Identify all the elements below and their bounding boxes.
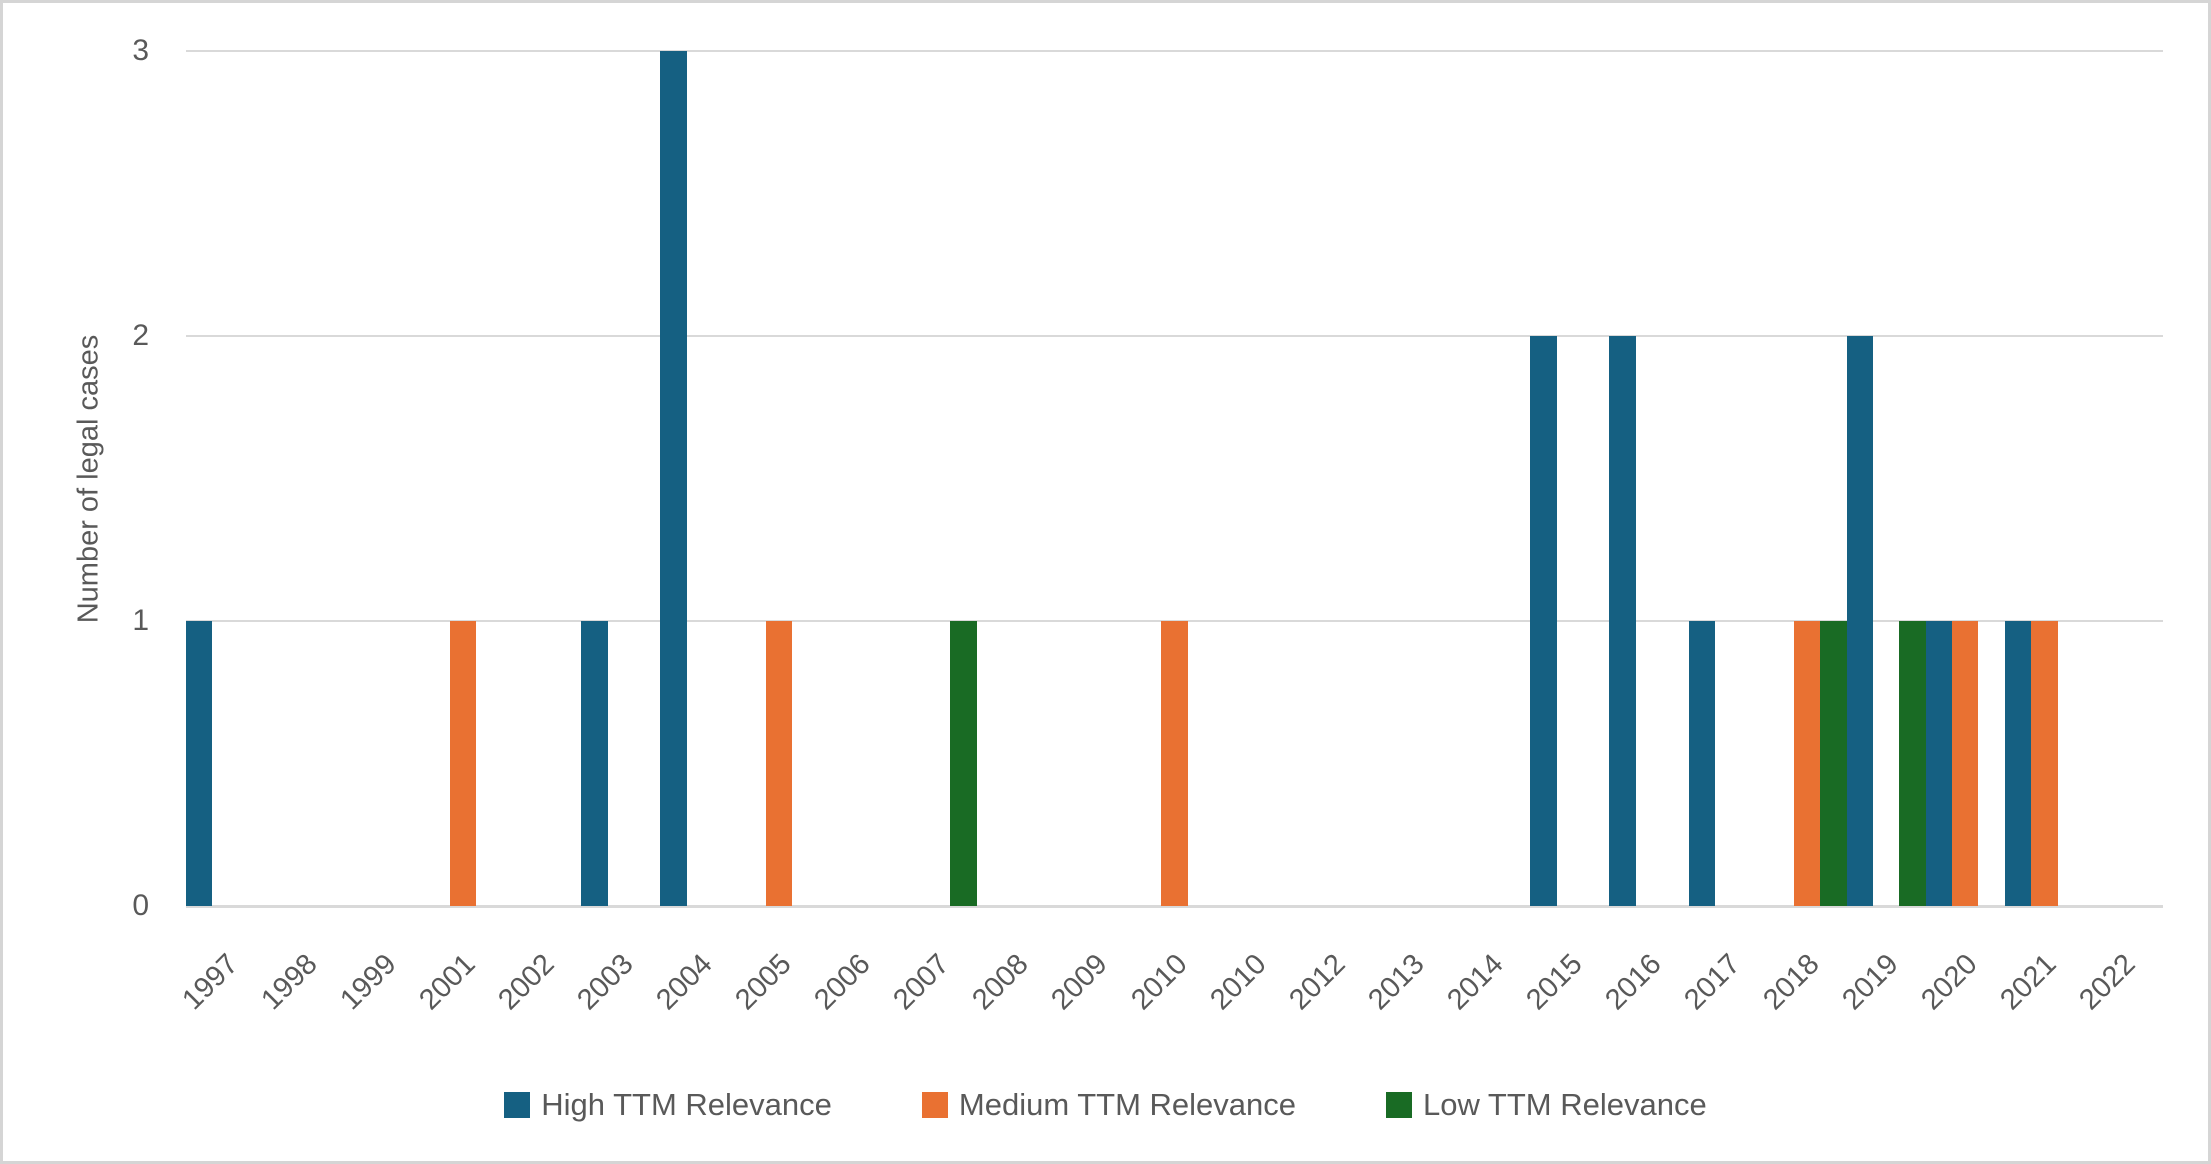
bar-2018-medium-ttm-relevance — [1793, 621, 1821, 906]
bar-2016-high-ttm-relevance — [1609, 336, 1636, 906]
bar-2003-high-ttm-relevance — [581, 621, 608, 906]
bar-2010-medium-ttm-relevance — [1161, 621, 1188, 906]
legend: High TTM Relevance Medium TTM Relevance Lo… — [3, 1075, 2208, 1135]
bar-1997-high-ttm-relevance — [186, 621, 213, 906]
legend-swatch-icon — [1386, 1092, 1412, 1118]
bar-2018-low-ttm-relevance — [1820, 621, 1847, 906]
legend-item-medium-ttm-relevance: Medium TTM Relevance — [921, 1087, 1296, 1123]
legend-swatch-icon — [921, 1092, 948, 1118]
bar-2021-high-ttm-relevance — [2004, 621, 2032, 906]
y-tick-label: 2 — [132, 319, 149, 352]
bar-2017-high-ttm-relevance — [1688, 621, 1715, 906]
bar-2005-medium-ttm-relevance — [765, 621, 793, 906]
legend-item-high-ttm-relevance: High TTM Relevance — [504, 1087, 832, 1123]
gridline — [186, 50, 2163, 52]
legend-label: Medium TTM Relevance — [958, 1087, 1296, 1122]
x-axis-line — [186, 905, 2163, 908]
bar-2019-low-ttm-relevance — [1899, 621, 1926, 906]
bar-2001-medium-ttm-relevance — [449, 621, 476, 906]
bar-2015-high-ttm-relevance — [1530, 336, 1557, 906]
y-tick-label: 1 — [132, 604, 149, 637]
plot-area — [186, 50, 2163, 908]
bar-2019-high-ttm-relevance — [1846, 336, 1874, 906]
bar-2004-high-ttm-relevance — [660, 51, 687, 906]
legend-label: High TTM Relevance — [541, 1087, 832, 1122]
y-axis: 0 1 2 3 — [3, 34, 149, 922]
bar-2020-medium-ttm-relevance — [1952, 621, 1979, 906]
legend-swatch-icon — [504, 1092, 531, 1118]
legend-item-low-ttm-relevance: Low TTM Relevance — [1386, 1087, 1707, 1123]
legend-label: Low TTM Relevance — [1423, 1087, 1707, 1122]
x-axis: 1997 1998 1999 2001 2002 2003 2004 2005 2006 2007… — [176, 906, 2163, 1046]
y-tick-label: 0 — [132, 889, 149, 922]
bar-2007-low-ttm-relevance — [950, 621, 977, 906]
bar-2020-high-ttm-relevance — [1925, 621, 1953, 906]
gridline — [186, 335, 2163, 337]
y-tick-label: 3 — [132, 34, 149, 67]
bar-2021-medium-ttm-relevance — [2031, 621, 2058, 906]
